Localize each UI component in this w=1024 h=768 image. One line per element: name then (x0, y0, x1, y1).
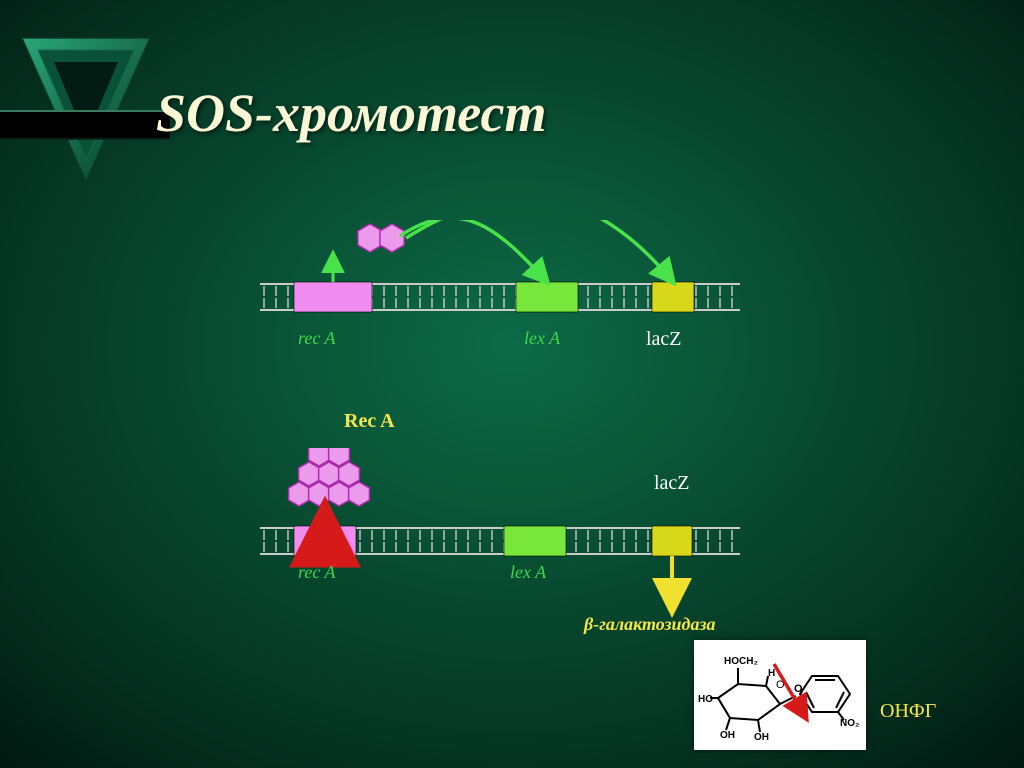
chemical-formula: OHOCH₂HOOHOHHONO₂ (694, 640, 866, 750)
svg-text:OH: OH (720, 730, 735, 741)
d2-recA-label: rec A (298, 562, 336, 583)
svg-text:HOCH₂: HOCH₂ (724, 656, 758, 667)
d2-lacZ-top-label: lacZ (654, 472, 690, 495)
svg-text:OH: OH (754, 732, 769, 743)
onpg-label: ОНФГ (880, 700, 936, 723)
deco-bar (0, 110, 170, 140)
d2-lexA-label: lex A (510, 562, 546, 583)
diagram-1 (260, 220, 740, 345)
d1-lexA-label: lex A (524, 328, 560, 349)
diagram-1-svg (260, 220, 740, 340)
d1-lacZ-label: lacZ (646, 328, 682, 351)
page-title: SOS-хромотест (156, 82, 547, 144)
svg-text:H: H (768, 668, 775, 679)
beta-galactosidase-label: β-галактозидаза (584, 614, 716, 635)
d2-RecA-top-label: Rec A (344, 410, 395, 433)
svg-text:HO: HO (698, 694, 713, 705)
d1-recA-label: rec A (298, 328, 336, 349)
formula-svg: OHOCH₂HOOHOHHONO₂ (694, 640, 866, 750)
